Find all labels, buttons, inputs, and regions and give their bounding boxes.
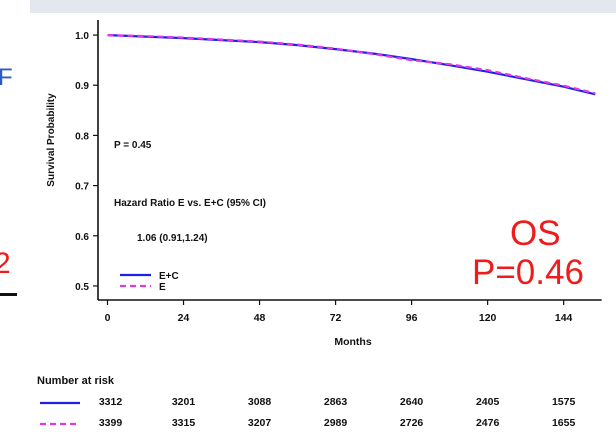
risk-row: 3399 3315 3207 2989 2726 2476 1655 bbox=[0, 417, 616, 431]
x-tick-label: 72 bbox=[330, 312, 342, 324]
x-tick-label: 120 bbox=[479, 312, 497, 324]
x-tick-label: 0 bbox=[105, 312, 111, 324]
risk-cell: 1575 bbox=[551, 396, 576, 408]
risk-cell: 3207 bbox=[247, 417, 272, 429]
risk-cell: 3312 bbox=[98, 396, 123, 408]
risk-cell: 3315 bbox=[171, 417, 196, 429]
legend-label: E+C bbox=[159, 271, 179, 282]
left-slide-fragment: F 2 bbox=[0, 0, 30, 441]
y-tick-label: 0.7 bbox=[75, 182, 89, 193]
risk-cell: 2476 bbox=[475, 417, 500, 429]
risk-cell: 3201 bbox=[171, 396, 196, 408]
fragment-text-bottom: 2 bbox=[0, 247, 11, 280]
x-tick-label: 144 bbox=[555, 312, 573, 324]
hazard-ratio-value: 1.06 (0.91,1.24) bbox=[137, 233, 208, 244]
annotation-os: OS bbox=[510, 214, 561, 253]
top-band bbox=[30, 0, 616, 13]
y-tick-label: 0.9 bbox=[75, 81, 89, 92]
hazard-ratio-title: Hazard Ratio E vs. E+C (95% CI) bbox=[114, 198, 266, 209]
y-tick-label: 0.5 bbox=[75, 282, 89, 293]
risk-cell: 3399 bbox=[98, 417, 123, 429]
risk-cell: 2726 bbox=[399, 417, 424, 429]
x-tick-label: 96 bbox=[406, 312, 418, 324]
y-tick-label: 0.6 bbox=[75, 232, 89, 243]
y-tick-label: 0.8 bbox=[75, 131, 89, 142]
p-value-text: P = 0.45 bbox=[114, 140, 152, 151]
risk-table-title: Number at risk bbox=[37, 375, 115, 387]
fragment-text-top: F bbox=[0, 64, 13, 91]
risk-cell: 2863 bbox=[323, 396, 348, 408]
y-axis-title: Survival Probability bbox=[46, 93, 57, 187]
risk-cell: 3088 bbox=[247, 396, 272, 408]
risk-cell: 2989 bbox=[323, 417, 348, 429]
risk-row: 3312 3201 3088 2863 2640 2405 1575 bbox=[0, 396, 616, 410]
fragment-underline bbox=[0, 293, 17, 296]
legend-label: E bbox=[159, 282, 166, 293]
risk-cell: 1655 bbox=[551, 417, 576, 429]
risk-cell: 2640 bbox=[399, 396, 424, 408]
risk-cell: 2405 bbox=[475, 396, 500, 408]
risk-row-swatch bbox=[40, 401, 80, 405]
x-tick-label: 48 bbox=[254, 312, 266, 324]
series-line-e bbox=[107, 34, 596, 95]
x-tick-label: 24 bbox=[178, 312, 190, 324]
series-line-ec bbox=[107, 34, 596, 96]
risk-row-swatch bbox=[40, 422, 80, 426]
x-axis-title: Months bbox=[334, 336, 371, 348]
y-tick-label: 1.0 bbox=[75, 31, 89, 42]
annotation-p-value: P=0.46 bbox=[472, 253, 584, 292]
